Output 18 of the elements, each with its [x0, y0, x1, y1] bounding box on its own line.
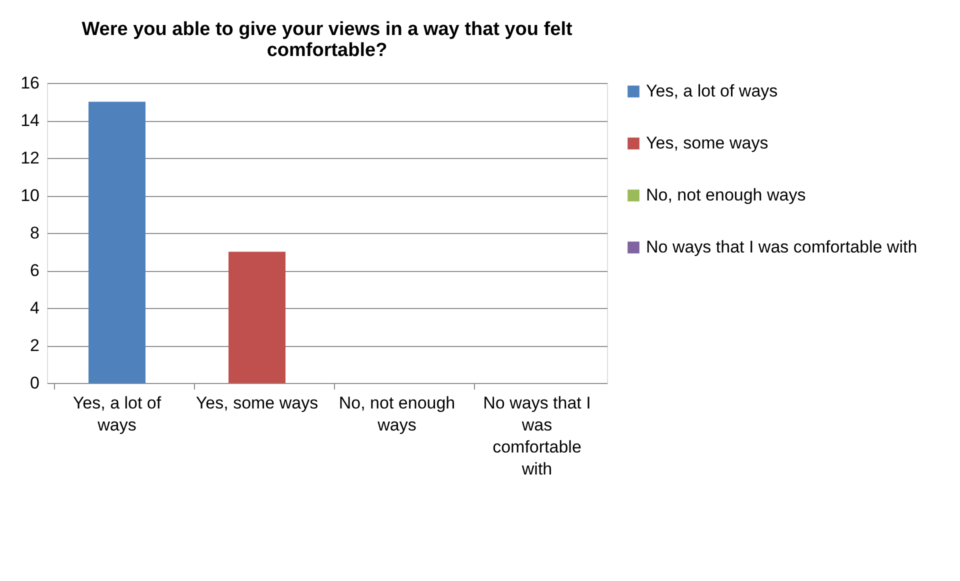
legend-label: Yes, a lot of ways [646, 82, 778, 100]
y-tick-label: 4 [30, 298, 40, 318]
y-tick-label: 10 [20, 186, 40, 205]
chart-title: Were you able to give your views in a way that you felt comfortable? [82, 19, 573, 61]
x-tick-label: No ways that I was comfortable with [483, 394, 591, 478]
x-tick-label: Yes, a lot of ways [72, 394, 162, 434]
y-tick-label: 12 [20, 148, 40, 168]
x-tick-label: Yes, some ways [196, 394, 318, 412]
y-tick-label: 6 [30, 261, 40, 280]
y-tick-label: 14 [20, 111, 40, 130]
y-tick-label: 2 [30, 336, 40, 355]
legend-label: Yes, some ways [646, 134, 768, 152]
x-tick-label: No, not enough ways [338, 394, 456, 434]
y-tick-label: 8 [30, 224, 40, 242]
legend-label: No ways that I was comfortable with [646, 238, 918, 256]
y-tick-label: 16 [20, 74, 40, 92]
y-tick-label: 0 [30, 374, 40, 392]
legend-label: No, not enough ways [646, 186, 806, 204]
